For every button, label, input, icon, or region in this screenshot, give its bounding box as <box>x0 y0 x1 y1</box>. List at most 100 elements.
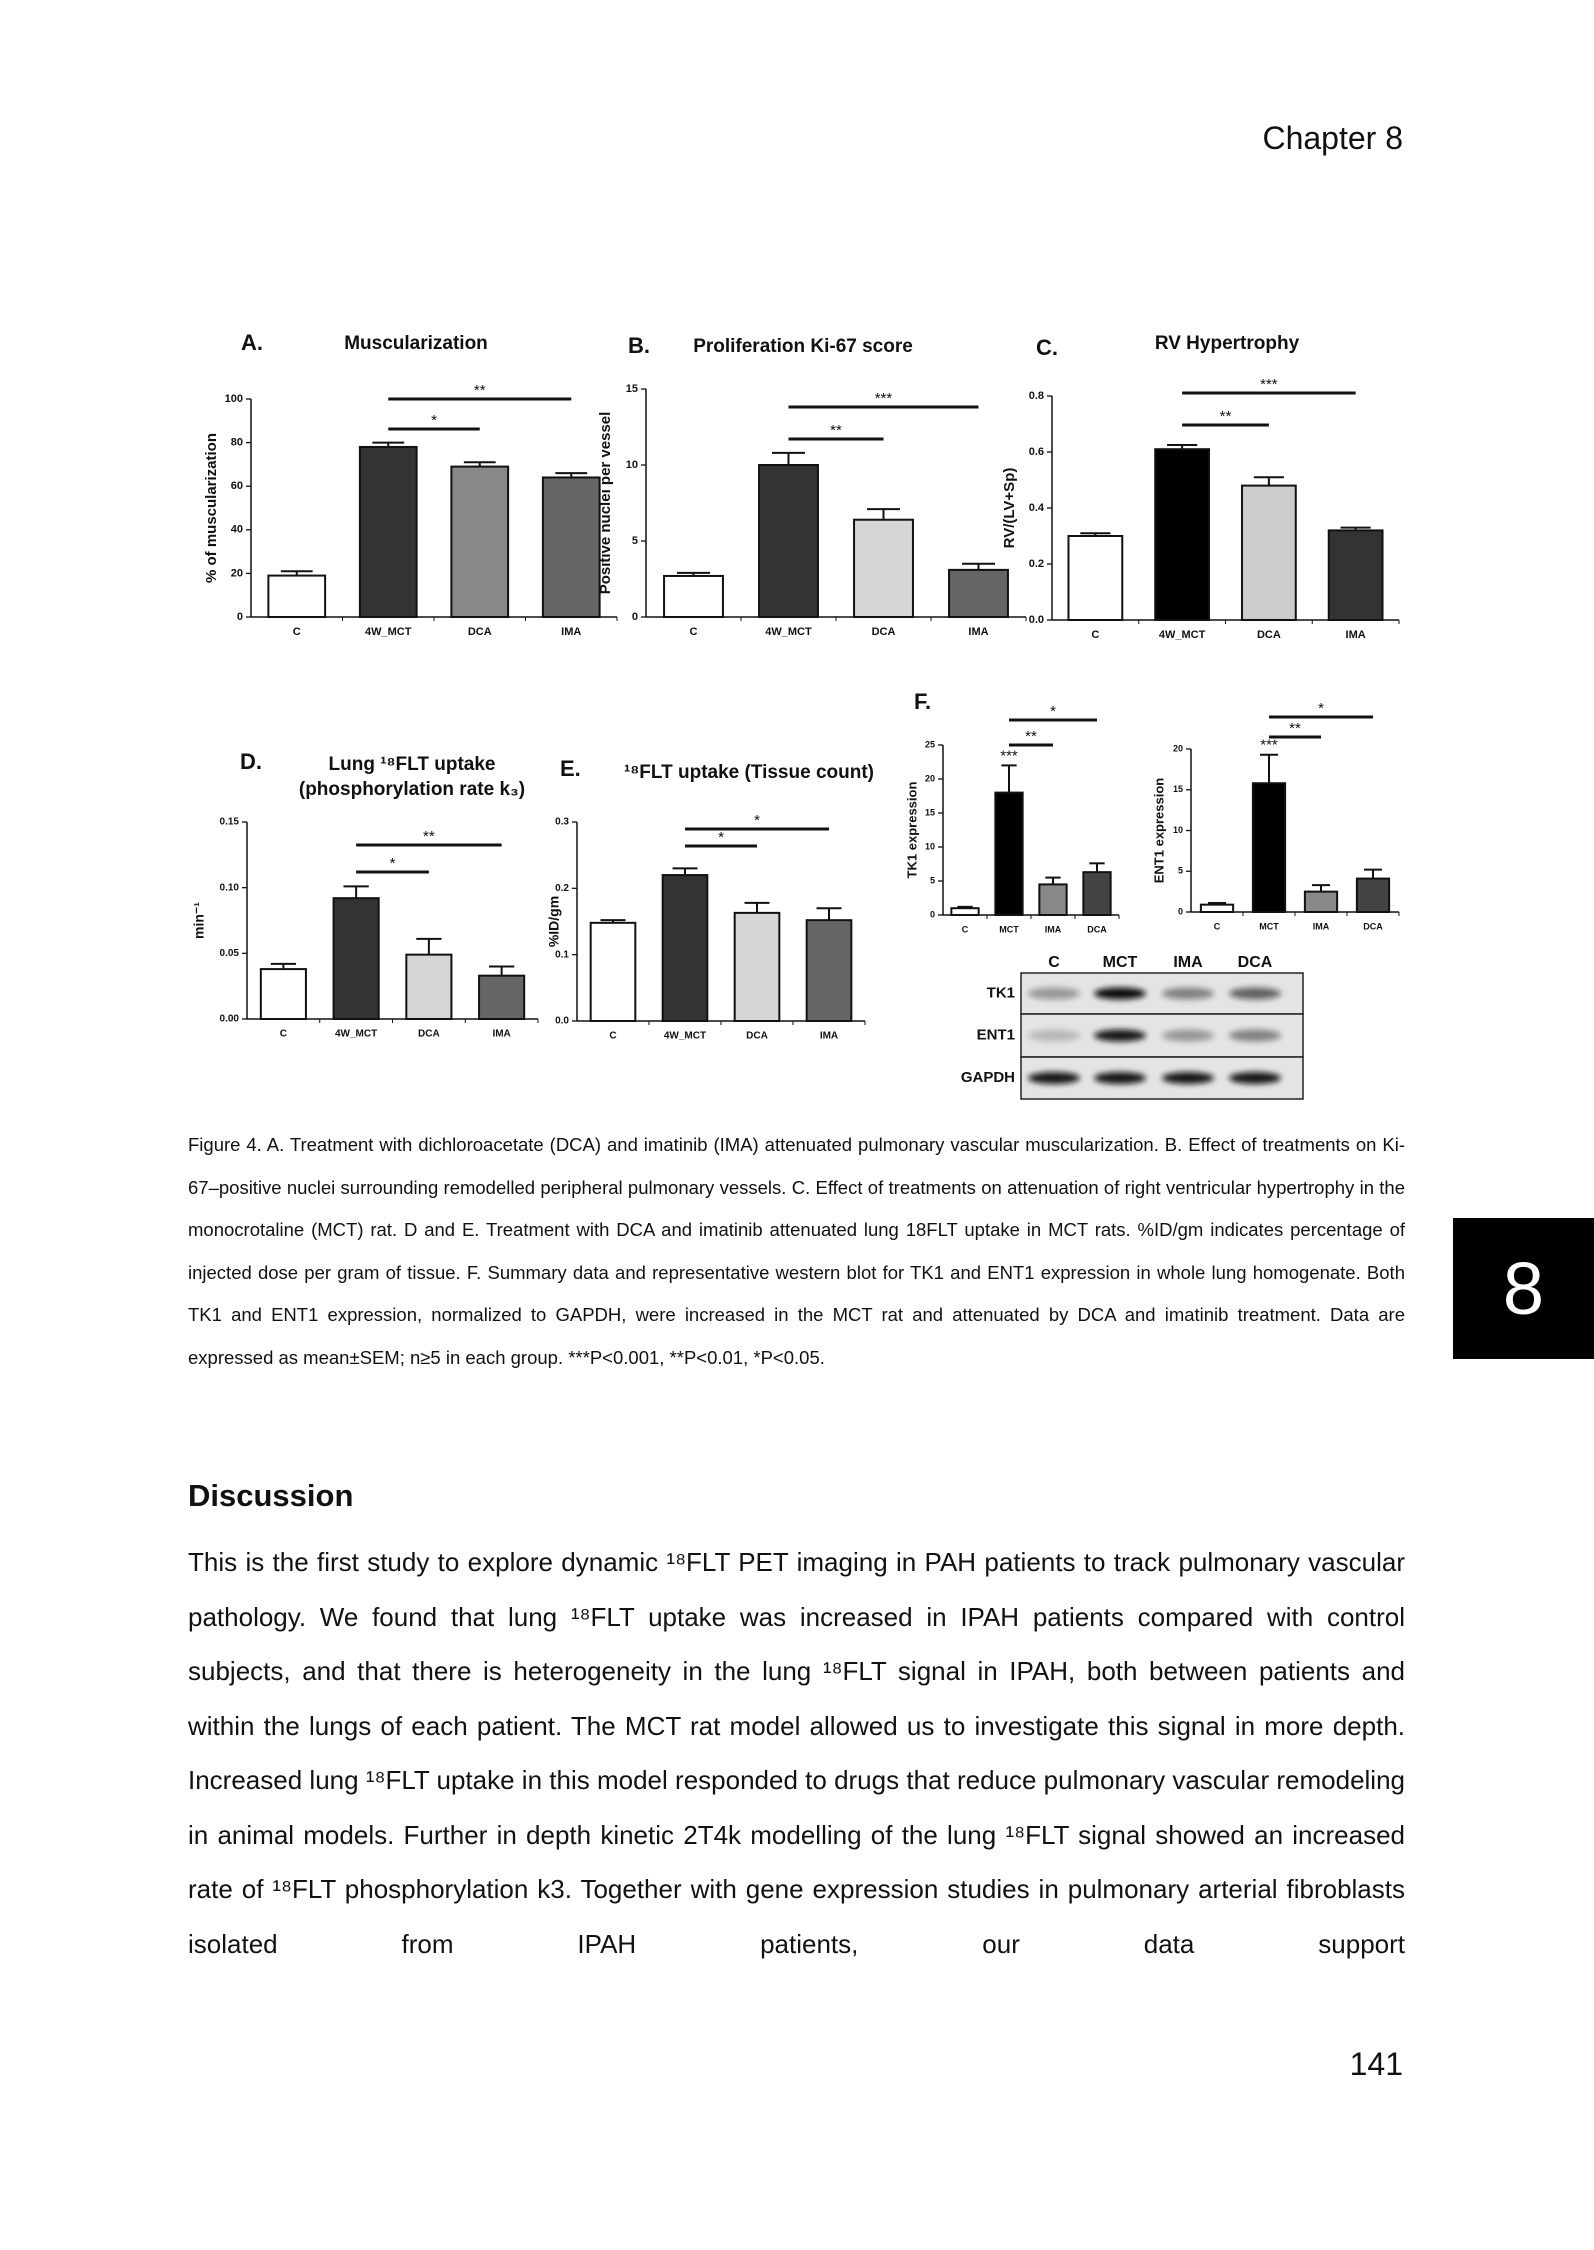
x-tick-label: DCA <box>468 626 492 638</box>
blot-band <box>1162 1029 1214 1042</box>
panel-label: A. <box>241 330 263 355</box>
significance-label: ** <box>1025 728 1037 745</box>
paragraph: This is the first study to explore dynam… <box>188 1547 1405 1959</box>
x-tick-label: DCA <box>746 1031 768 1042</box>
x-tick-label: C <box>280 1029 287 1040</box>
x-tick-label: IMA <box>561 626 581 638</box>
y-tick-label: 0.15 <box>220 817 240 828</box>
bar <box>1251 782 1287 913</box>
significance-label: * <box>1318 700 1324 717</box>
bar <box>358 445 418 618</box>
panel-label: B. <box>628 333 650 358</box>
blot-band <box>1229 987 1281 1000</box>
blot-band <box>1028 987 1080 1000</box>
page-number: 141 <box>1349 2046 1403 2082</box>
chart: D. Lung ¹⁸FLT uptake (phosphorylation rate… <box>191 749 539 1040</box>
significance-label: ** <box>1289 720 1301 737</box>
x-tick-label: DCA <box>1363 921 1383 931</box>
bar <box>661 874 709 1022</box>
blot-band <box>1028 1072 1080 1084</box>
x-tick-label: C <box>609 1031 616 1042</box>
y-tick-label: 0.8 <box>1029 390 1044 402</box>
panel-label: C. <box>1036 335 1058 360</box>
western-blot: C MCT IMA DCA TK1 ENT1 GAPDH <box>961 954 1304 1100</box>
significance-label: *** <box>1260 737 1278 754</box>
bar <box>589 921 637 1022</box>
x-tick-label: IMA <box>1313 921 1330 931</box>
significance-label: ** <box>474 382 486 399</box>
significance-label: * <box>718 829 724 846</box>
bar <box>259 968 307 1020</box>
bar <box>1327 529 1384 622</box>
x-tick-label: IMA <box>1045 924 1062 934</box>
significance-label: *** <box>875 390 893 407</box>
x-tick-label: IMA <box>1346 629 1366 641</box>
chart-title: Proliferation Ki-67 score <box>693 336 913 357</box>
bar <box>450 465 510 618</box>
chapter-tab: 8 <box>1453 1218 1594 1359</box>
y-tick-label: 0.6 <box>1029 446 1044 458</box>
bar <box>478 974 526 1020</box>
y-tick-label: 20 <box>1173 743 1183 753</box>
chart-title: Lung ¹⁸FLT uptake <box>329 754 496 775</box>
bar <box>267 574 327 619</box>
blot-band <box>1229 1072 1281 1084</box>
running-header: Chapter 8 <box>1262 120 1403 156</box>
blot-column-label: C <box>1048 954 1060 971</box>
y-tick-label: 5 <box>632 535 638 547</box>
bar <box>1240 484 1297 621</box>
chart: C. RV Hypertrophy RV/(LV+Sp) 0.0 0.2 0.4 0.6 0.… <box>1001 333 1400 641</box>
chart: E. ¹⁸FLT uptake (Tissue count) %ID/gm 0.0 0.… <box>546 756 874 1042</box>
bar <box>1154 448 1211 622</box>
x-tick-label: IMA <box>968 626 988 638</box>
y-tick-label: 0.4 <box>1029 502 1045 514</box>
blot-column-label: DCA <box>1238 954 1273 971</box>
chart-title: Muscularization <box>344 333 488 354</box>
blot-band <box>1229 1029 1281 1042</box>
y-tick-label: 0.00 <box>220 1014 240 1025</box>
x-tick-label: 4W_MCT <box>365 626 412 638</box>
y-axis-label: min⁻¹ <box>191 902 207 939</box>
y-tick-label: 0 <box>632 611 638 623</box>
blot-band <box>1162 987 1214 1000</box>
blot-band <box>1162 1072 1214 1084</box>
bar <box>994 791 1024 916</box>
y-tick-label: 40 <box>231 524 243 536</box>
x-tick-label: C <box>962 924 969 934</box>
y-tick-label: 15 <box>925 807 935 817</box>
y-tick-label: 15 <box>1173 784 1183 794</box>
x-tick-label: IMA <box>492 1029 510 1040</box>
y-tick-label: 0.3 <box>555 817 569 828</box>
x-tick-label: IMA <box>820 1031 838 1042</box>
x-tick-label: 4W_MCT <box>1159 629 1206 641</box>
chart-title: ¹⁸FLT uptake (Tissue count) <box>624 762 874 783</box>
x-tick-label: DCA <box>418 1029 440 1040</box>
bar <box>332 897 380 1021</box>
x-tick-label: 4W_MCT <box>335 1029 377 1040</box>
y-tick-label: 20 <box>231 567 243 579</box>
y-tick-label: 25 <box>925 739 935 749</box>
chart: B. Proliferation Ki-67 score Positive nucl… <box>597 333 1027 638</box>
x-tick-label: C <box>1214 921 1221 931</box>
y-tick-label: 80 <box>231 437 243 449</box>
x-tick-label: C <box>293 626 301 638</box>
x-tick-label: MCT <box>999 924 1019 934</box>
significance-label: * <box>754 812 760 829</box>
bar <box>1199 903 1235 913</box>
significance-label: ** <box>1220 408 1232 425</box>
y-tick-label: 15 <box>626 383 638 395</box>
blot-band <box>1028 1029 1080 1042</box>
bar <box>758 464 819 618</box>
y-tick-label: 0.0 <box>555 1016 569 1027</box>
y-tick-label: 0 <box>930 909 935 919</box>
x-tick-label: C <box>1091 629 1099 641</box>
x-tick-label: MCT <box>1259 921 1279 931</box>
bar <box>541 476 601 619</box>
panel-label: F. <box>914 689 931 714</box>
blot-row-label: GAPDH <box>961 1069 1015 1086</box>
y-tick-label: 20 <box>925 773 935 783</box>
y-tick-label: 100 <box>225 393 243 405</box>
y-tick-label: 10 <box>626 459 638 471</box>
